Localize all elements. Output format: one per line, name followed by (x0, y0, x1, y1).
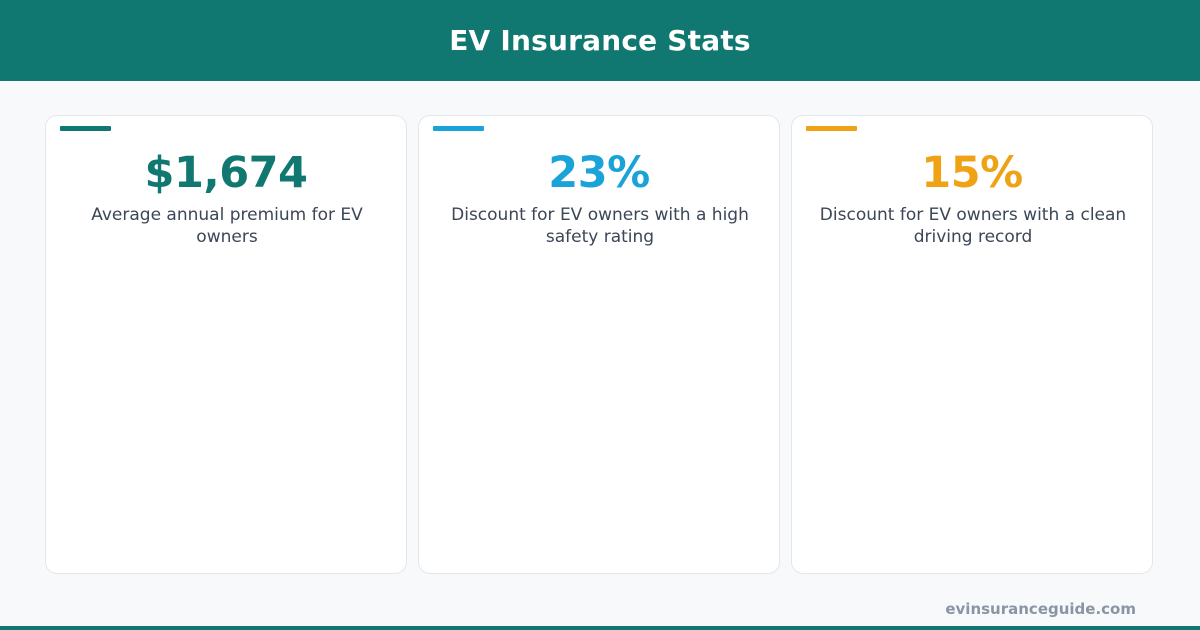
stat-card-safety-discount: 23% Discount for EV owners with a high s… (418, 115, 780, 574)
stat-description: Discount for EV owners with a high safet… (451, 205, 749, 247)
stat-value: 15% (921, 148, 1023, 198)
stat-description: Average annual premium for EV owners (91, 205, 363, 247)
stat-card-driving-discount: 15% Discount for EV owners with a clean … (791, 115, 1153, 574)
stat-card-premium: $1,674 Average annual premium for EV own… (45, 115, 407, 574)
page-title: EV Insurance Stats (449, 24, 751, 57)
footer-bar (0, 626, 1200, 630)
card-accent-bar (60, 126, 111, 131)
stat-description: Discount for EV owners with a clean driv… (819, 205, 1127, 247)
stat-value: 23% (548, 148, 650, 198)
header-banner: EV Insurance Stats (0, 0, 1200, 81)
card-accent-bar (806, 126, 857, 131)
card-accent-bar (433, 126, 484, 131)
site-url: evinsuranceguide.com (945, 600, 1136, 618)
stat-value: $1,674 (144, 148, 308, 198)
